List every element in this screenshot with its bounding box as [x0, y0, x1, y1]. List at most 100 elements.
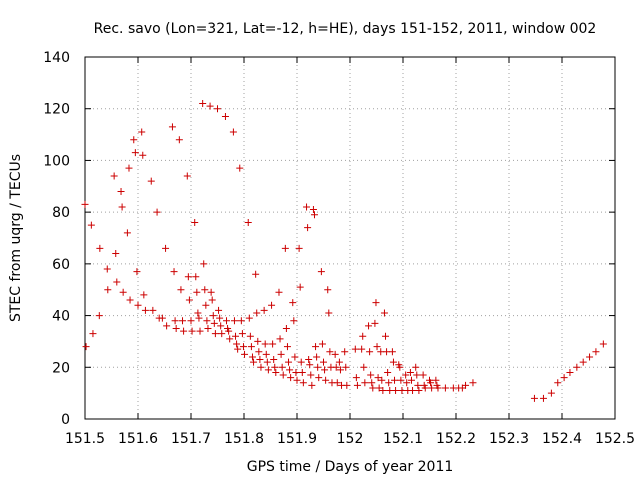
- data-point: [315, 374, 323, 382]
- data-point: [230, 317, 238, 325]
- data-point: [233, 340, 241, 348]
- data-point: [292, 368, 300, 376]
- y-tick-label: 20: [52, 360, 70, 376]
- data-point: [403, 379, 411, 387]
- data-point: [272, 368, 280, 376]
- data-point: [261, 340, 269, 348]
- x-axis-tick-labels: 151.5 151.6 151.7 151.8 151.9 152 152.1 152.2 15…: [65, 431, 635, 447]
- data-point: [138, 128, 146, 136]
- data-point: [202, 301, 210, 309]
- data-point: [254, 337, 262, 345]
- data-point: [421, 384, 429, 392]
- data-point: [462, 381, 470, 389]
- data-point: [289, 299, 297, 307]
- x-tick-label: 152.5: [595, 431, 635, 447]
- data-point: [391, 376, 399, 384]
- data-point: [333, 379, 341, 387]
- x-tick-label: 152.4: [542, 431, 582, 447]
- data-point: [325, 309, 333, 317]
- y-tick-label: 100: [43, 153, 70, 169]
- data-point: [239, 343, 247, 351]
- data-point: [87, 221, 95, 229]
- data-point: [299, 379, 307, 387]
- data-point: [141, 306, 149, 314]
- data-point: [171, 317, 179, 325]
- data-point: [177, 286, 185, 294]
- data-point: [427, 379, 435, 387]
- data-point: [244, 218, 252, 226]
- data-point: [131, 149, 139, 157]
- data-point: [285, 358, 293, 366]
- x-tick-label: 152.2: [436, 431, 476, 447]
- data-point: [314, 363, 322, 371]
- x-tick-label: 151.7: [171, 431, 211, 447]
- data-point: [313, 353, 321, 361]
- data-point: [291, 353, 299, 361]
- data-point: [210, 319, 218, 327]
- data-point: [264, 366, 272, 374]
- data-point: [530, 394, 538, 402]
- x-tick-label: 152: [337, 431, 364, 447]
- data-point: [375, 384, 383, 392]
- data-point: [147, 177, 155, 185]
- data-point: [255, 348, 263, 356]
- data-point: [245, 314, 253, 322]
- data-point: [223, 317, 231, 325]
- data-point: [218, 330, 226, 338]
- data-point: [365, 322, 373, 330]
- data-point: [260, 306, 268, 314]
- data-point: [215, 306, 223, 314]
- y-tick-label: 120: [43, 102, 70, 118]
- data-point: [297, 358, 305, 366]
- data-point: [184, 273, 192, 281]
- data-point: [318, 340, 326, 348]
- data-point: [343, 381, 351, 389]
- data-point: [371, 319, 379, 327]
- data-point: [139, 151, 147, 159]
- data-point: [321, 366, 329, 374]
- data-point: [275, 288, 283, 296]
- data-point: [389, 358, 397, 366]
- data-point: [246, 332, 254, 340]
- x-tick-label: 151.6: [118, 431, 158, 447]
- chart-title: Rec. savo (Lon=321, Lat=-12, h=HE), days…: [94, 21, 597, 37]
- data-point: [384, 368, 392, 376]
- y-tick-label: 60: [52, 257, 70, 273]
- data-point: [253, 309, 261, 317]
- axis-ticks: [84, 56, 616, 420]
- data-point: [118, 203, 126, 211]
- y-tick-label: 40: [52, 309, 70, 325]
- data-point: [324, 286, 332, 294]
- data-point: [409, 387, 417, 395]
- data-point: [180, 327, 188, 335]
- data-point: [252, 270, 260, 278]
- data-point: [200, 260, 208, 268]
- data-point: [103, 265, 111, 273]
- y-axis-tick-labels: 0 20 40 60 80 100 120 140: [43, 50, 70, 428]
- data-point: [366, 348, 374, 356]
- data-point: [238, 330, 246, 338]
- data-point: [305, 356, 313, 364]
- x-tick-label: 152.3: [489, 431, 529, 447]
- data-point: [310, 211, 318, 219]
- data-point: [282, 325, 290, 332]
- data-point: [304, 224, 312, 232]
- data-point: [250, 358, 258, 366]
- data-point: [307, 371, 315, 379]
- data-point: [170, 268, 178, 276]
- data-point: [374, 374, 382, 382]
- data-point: [237, 317, 245, 325]
- data-point: [428, 384, 436, 392]
- data-point: [326, 348, 334, 356]
- data-point: [373, 343, 381, 351]
- data-point: [187, 317, 195, 325]
- data-point: [353, 381, 361, 389]
- data-point: [359, 332, 367, 340]
- data-point: [278, 363, 286, 371]
- data-point: [95, 312, 103, 320]
- data-point: [434, 384, 442, 392]
- data-point: [372, 299, 380, 307]
- data-point: [191, 218, 199, 226]
- data-point: [172, 325, 180, 332]
